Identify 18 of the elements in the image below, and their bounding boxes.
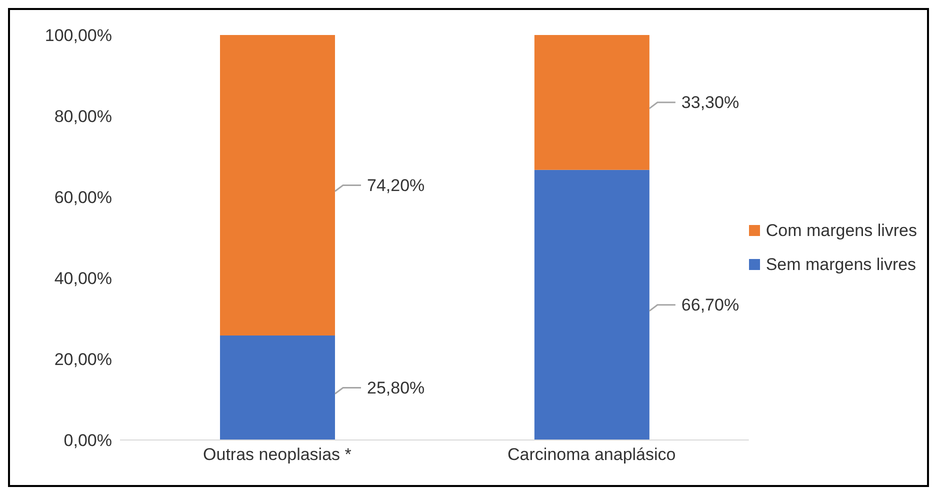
x-tick-label: Carcinoma anaplásico <box>508 445 676 464</box>
y-tick-label: 0,00% <box>64 431 112 450</box>
y-tick-label: 60,00% <box>54 188 112 208</box>
y-tick-label: 40,00% <box>54 269 112 288</box>
y-tick-label: 20,00% <box>54 350 112 370</box>
legend-label: Sem margens livres <box>766 254 916 274</box>
data-label: 66,70% <box>681 295 740 314</box>
bar <box>220 35 335 336</box>
bar <box>534 35 650 170</box>
data-label: 33,30% <box>681 92 740 112</box>
y-tick-label: 100,00% <box>44 26 112 46</box>
bar <box>220 336 335 440</box>
legend-label: Com margens livres <box>766 220 917 240</box>
bar <box>534 170 650 440</box>
x-tick-label: Outras neoplasias * <box>203 445 352 464</box>
y-tick-label: 80,00% <box>54 107 112 126</box>
data-label: 25,80% <box>367 378 425 398</box>
data-label: 74,20% <box>367 176 425 195</box>
